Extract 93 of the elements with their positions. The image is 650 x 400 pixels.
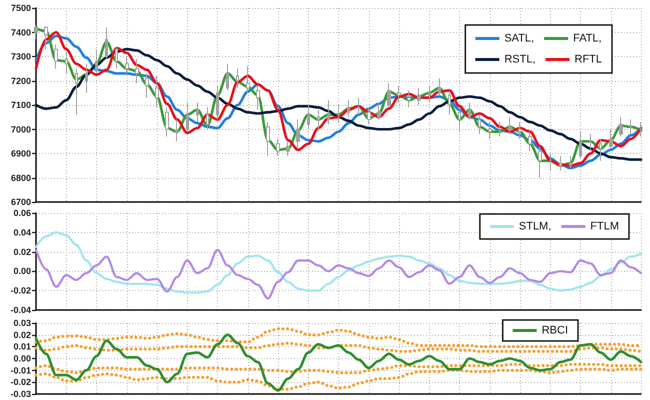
candlestick [347, 100, 350, 118]
candlestick [75, 68, 78, 116]
candlestick [266, 121, 270, 156]
candlestick [226, 63, 229, 91]
candlestick [186, 102, 189, 132]
candlestick [216, 85, 219, 120]
line-series [34, 48, 642, 161]
candlestick [307, 104, 310, 130]
legend-label: RSTL, [504, 54, 536, 66]
candlestick [155, 75, 159, 108]
y-tick-label: 6800 [10, 172, 31, 183]
candlestick [438, 78, 441, 96]
candlestick [337, 104, 340, 122]
y-tick-label: 7000 [10, 124, 31, 134]
candlestick [286, 140, 290, 156]
y-tick-label: -0.02 [10, 377, 31, 388]
candlestick [599, 138, 602, 162]
y-tick-label: 0.02 [13, 246, 31, 257]
legend-label: FATL, [573, 32, 602, 44]
candlestick [609, 128, 613, 150]
y-tick-label: -0.03 [10, 389, 31, 399]
candlestick [256, 85, 260, 110]
candlestick [579, 131, 582, 159]
line-series [34, 248, 642, 300]
candlestick [498, 121, 502, 138]
y-tick-label: 7400 [10, 27, 31, 38]
candlestick [629, 119, 633, 135]
candlestick [639, 121, 643, 138]
y-tick-label: 7300 [10, 52, 31, 62]
candlestick [508, 116, 512, 135]
legend-label: FTLM [590, 220, 620, 232]
legend-label: RFTL [574, 54, 602, 66]
y-tick-label: 7500 [10, 3, 31, 13]
candlestick [296, 119, 300, 150]
candlestick [528, 131, 532, 152]
y-tick-label: 0.01 [13, 342, 31, 352]
candlestick [196, 102, 199, 122]
candlestick [95, 48, 98, 74]
candlestick [387, 82, 391, 108]
candlestick [327, 100, 330, 125]
candlestick [488, 121, 492, 140]
candlestick [135, 58, 139, 84]
legend-label: SATL, [504, 32, 534, 44]
candlestick [65, 51, 68, 74]
line-series [34, 231, 642, 294]
candlestick [317, 109, 320, 132]
y-tick-label: -0.02 [10, 286, 31, 296]
y-tick-label: 0.00 [13, 354, 31, 364]
candlestick [54, 44, 58, 70]
candlestick [85, 63, 88, 94]
candlestick [478, 114, 481, 135]
candlestick [569, 155, 572, 169]
candlestick [105, 26, 108, 60]
candlestick [407, 90, 411, 108]
candlestick [417, 88, 421, 106]
candlestick [397, 85, 401, 104]
candlestick [428, 85, 431, 104]
candlestick [357, 97, 360, 116]
y-tick-label: 0.06 [13, 208, 31, 218]
candlestick [448, 92, 451, 116]
y-tick-label: -0.04 [10, 305, 31, 315]
y-tick-label: 0.00 [13, 266, 31, 276]
candlestick [468, 102, 471, 120]
candlestick [559, 155, 562, 171]
candlestick [44, 26, 48, 50]
y-tick-label: 7100 [10, 100, 31, 110]
candlestick [165, 106, 169, 138]
legend-label: STLM, [518, 220, 552, 232]
candlestick [589, 134, 592, 152]
candlestick [236, 68, 239, 89]
candlestick [115, 46, 118, 70]
candlestick [125, 56, 129, 76]
candlestick [619, 116, 623, 138]
y-tick-label: 0.04 [13, 227, 31, 238]
candlestick [377, 102, 381, 120]
candlestick [549, 153, 552, 171]
legend-label: RBCI [542, 324, 568, 336]
y-tick-label: -0.01 [10, 365, 31, 376]
candlestick [276, 138, 280, 156]
y-tick-label: 7200 [10, 76, 31, 86]
candlestick [175, 119, 179, 142]
candlestick [538, 146, 542, 178]
y-tick-label: 0.03 [13, 318, 31, 328]
candlestick [458, 106, 461, 132]
y-tick-label: 6700 [10, 197, 31, 207]
candlestick [518, 121, 522, 140]
candlestick [246, 66, 250, 94]
y-tick-label: 0.02 [13, 330, 31, 340]
candlestick [206, 106, 209, 130]
candlestick [145, 72, 149, 98]
candlestick [367, 106, 371, 125]
line-series [34, 334, 642, 392]
y-tick-label: 6900 [10, 148, 31, 158]
